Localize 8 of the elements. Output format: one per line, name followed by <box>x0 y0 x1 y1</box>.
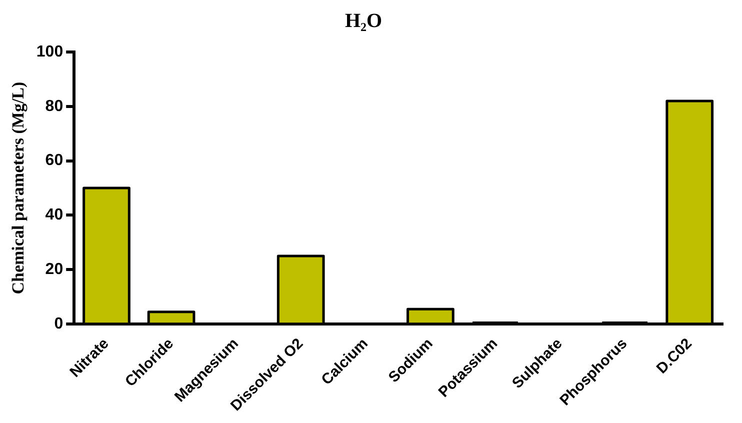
y-tick-label: 0 <box>54 315 64 332</box>
y-axis-title: Chemical parameters (Mg/L) <box>8 82 28 294</box>
y-tick-label: 100 <box>36 43 64 60</box>
y-tick-label: 20 <box>45 261 64 278</box>
y-tick-label: 80 <box>45 98 64 115</box>
y-tick-label: 40 <box>45 206 64 224</box>
y-tick-label: 60 <box>45 152 64 170</box>
chart-title: H₂O <box>344 10 382 32</box>
